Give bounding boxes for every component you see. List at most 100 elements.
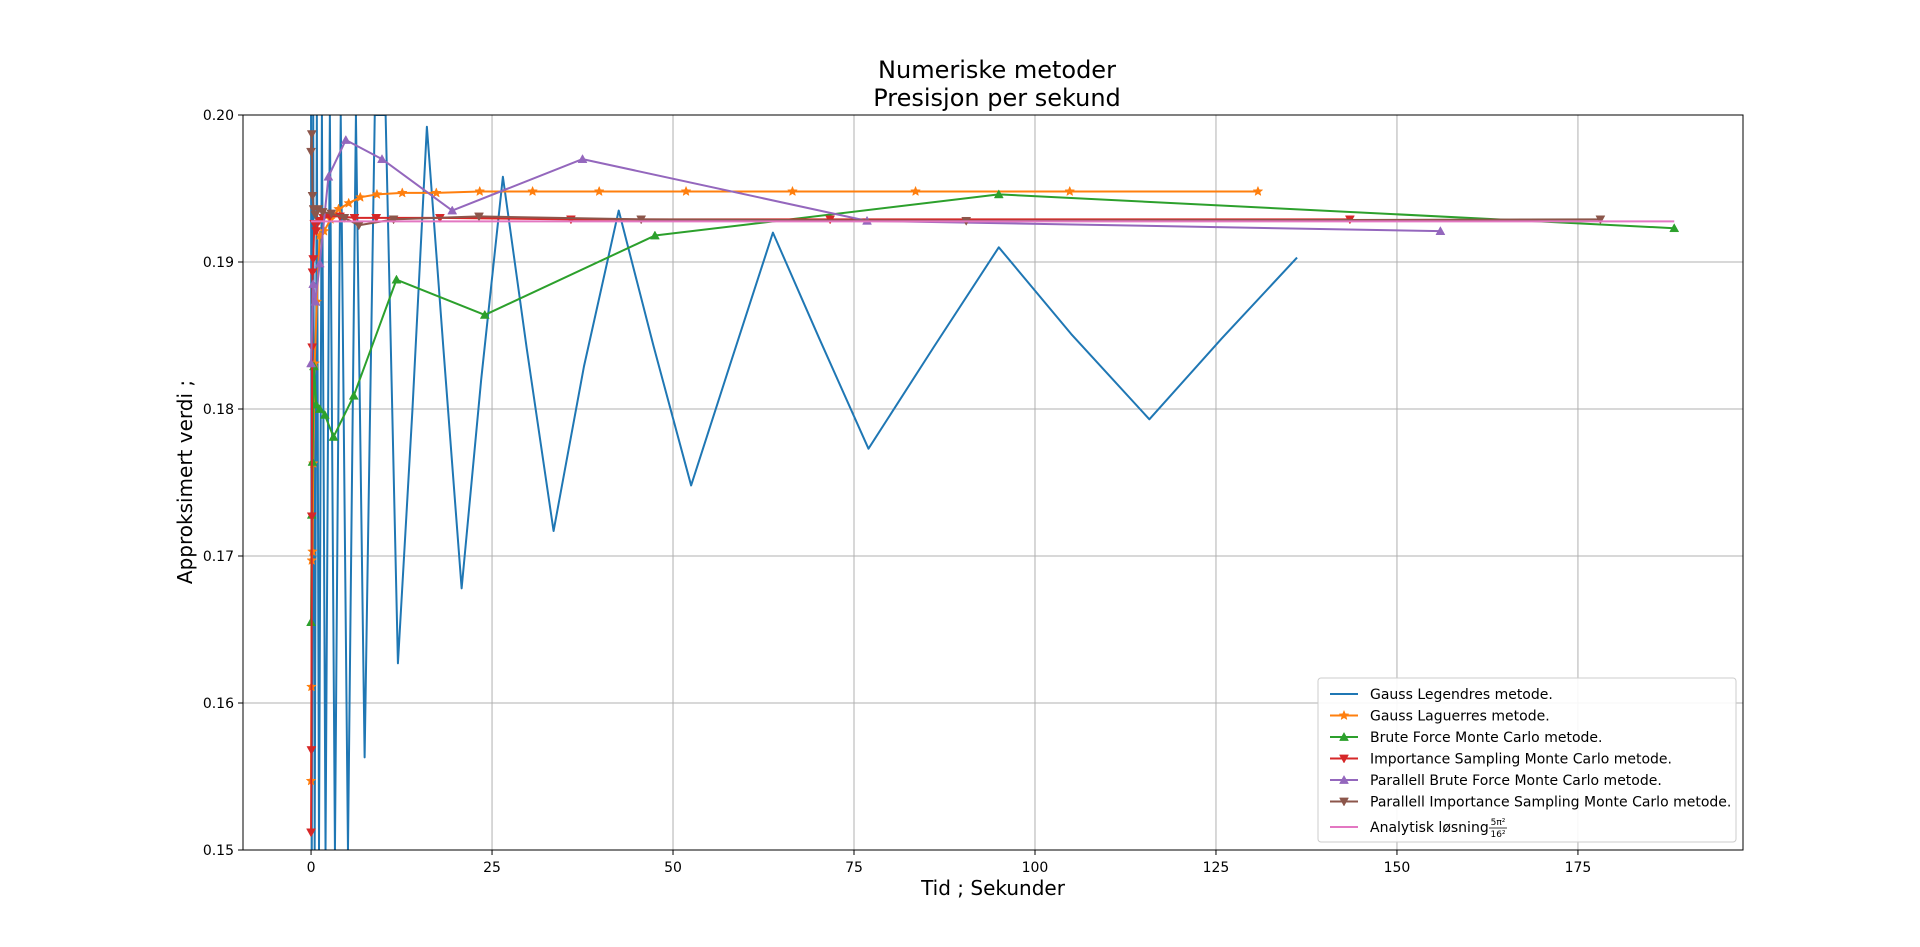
x-tick-label: 125: [1203, 860, 1230, 876]
x-tick-label: 50: [664, 860, 682, 876]
data-point: [340, 134, 351, 144]
legend-entry: Analytisk løsning 5π² 16²: [1330, 818, 1507, 840]
data-point: [910, 185, 921, 197]
data-point: [354, 191, 366, 202]
y-tick-label: 0.15: [203, 843, 234, 859]
legend-entry: Gauss Laguerres metode.: [1330, 709, 1550, 725]
series-layer: [305, 115, 1680, 850]
data-point: [527, 185, 538, 197]
data-point: [310, 211, 321, 220]
legend-marker: [1338, 709, 1350, 721]
data-point: [388, 215, 399, 225]
legend-label: Gauss Legendres metode.: [1370, 687, 1553, 703]
legend-label: Parallell Brute Force Monte Carlo metode…: [1370, 773, 1662, 789]
data-point: [474, 212, 484, 222]
series-6: [306, 130, 1606, 231]
data-point: [348, 390, 359, 400]
legend-entry: Parallell Brute Force Monte Carlo metode…: [1330, 773, 1662, 789]
series-1: [310, 115, 1298, 850]
y-tick-label: 0.16: [203, 696, 234, 712]
series-line: [310, 115, 1298, 850]
data-point: [343, 197, 355, 208]
data-point: [328, 431, 339, 441]
chart-title-line-1: Numeriske metoder: [878, 56, 1116, 84]
legend: Gauss Legendres metode. Gauss Laguerres m…: [1317, 677, 1737, 843]
legend-marker: [1339, 774, 1349, 784]
legend-label: Importance Sampling Monte Carlo metode.: [1370, 752, 1672, 768]
legend-marker: [1339, 797, 1349, 807]
x-tick-label: 175: [1565, 860, 1592, 876]
legend-label: Parallell Importance Sampling Monte Carl…: [1370, 795, 1731, 811]
data-point: [636, 215, 647, 225]
data-point: [391, 274, 402, 284]
data-point: [310, 296, 321, 306]
legend-label: Gauss Laguerres metode.: [1370, 709, 1550, 725]
data-point: [318, 225, 330, 236]
legend-fraction-denominator: 16²: [1490, 830, 1505, 840]
data-point: [323, 171, 334, 181]
data-point: [1252, 185, 1264, 197]
legend-entry: Gauss Legendres metode.: [1330, 687, 1553, 703]
data-point: [333, 203, 344, 214]
data-point: [479, 309, 490, 319]
data-point: [593, 185, 605, 197]
y-tick-label: 0.20: [203, 108, 234, 124]
data-point: [326, 209, 337, 219]
data-point: [306, 130, 317, 140]
data-point: [447, 205, 458, 215]
legend-entry: Brute Force Monte Carlo metode.: [1330, 730, 1602, 746]
data-point: [1595, 215, 1606, 225]
data-point: [993, 189, 1004, 199]
legend-fraction-numerator: 5π²: [1491, 818, 1506, 828]
x-tick-label: 25: [483, 860, 501, 876]
legend-entry: Parallell Importance Sampling Monte Carl…: [1330, 795, 1731, 811]
data-point: [649, 230, 660, 240]
legend-items: Gauss Legendres metode. Gauss Laguerres m…: [1330, 687, 1731, 840]
data-point: [319, 409, 330, 419]
x-tick-label: 0: [307, 860, 316, 876]
y-tick-label: 0.18: [203, 402, 234, 418]
legend-label: Brute Force Monte Carlo metode.: [1370, 730, 1602, 746]
y-axis-label: Approksimert verdi ;: [173, 380, 197, 584]
x-axis-label: Tid ; Sekunder: [920, 876, 1066, 900]
data-point: [307, 192, 318, 201]
data-point: [680, 185, 692, 197]
plot-frame: [242, 114, 1744, 851]
data-point: [349, 214, 360, 223]
data-point: [306, 358, 316, 368]
data-point: [306, 512, 317, 522]
data-point: [377, 154, 387, 163]
data-point: [371, 214, 382, 223]
axis-ticks: 0 25 50 75 100 125 150 175 0.15 0.16 0.17 0.18 0.19 0…: [203, 108, 1591, 876]
data-point: [1064, 185, 1076, 197]
data-point: [306, 746, 317, 756]
data-point: [339, 214, 350, 223]
data-point: [306, 147, 316, 157]
data-point: [311, 399, 322, 409]
y-tick-label: 0.17: [203, 549, 234, 565]
legend-label: Analytisk løsning: [1370, 820, 1489, 836]
data-point: [314, 258, 325, 268]
data-point: [308, 279, 319, 288]
data-point: [306, 828, 316, 838]
data-point: [314, 403, 325, 413]
data-point: [430, 187, 442, 198]
legend-entry: Importance Sampling Monte Carlo metode.: [1330, 752, 1672, 768]
data-point: [1669, 223, 1680, 233]
y-tick-label: 0.19: [203, 255, 234, 271]
legend-marker: [1339, 754, 1349, 764]
legend-box: [1317, 677, 1737, 843]
x-tick-label: 100: [1022, 860, 1049, 876]
data-point: [474, 185, 486, 197]
data-point: [317, 208, 328, 218]
data-point: [396, 187, 408, 198]
legend-marker: [1339, 731, 1349, 741]
x-tick-label: 75: [845, 860, 863, 876]
data-point: [577, 154, 588, 163]
chart-title-line-2: Presisjon per sekund: [873, 84, 1121, 112]
data-point: [311, 227, 322, 237]
data-point: [1435, 226, 1446, 235]
data-point: [787, 185, 798, 197]
data-point: [307, 268, 318, 278]
